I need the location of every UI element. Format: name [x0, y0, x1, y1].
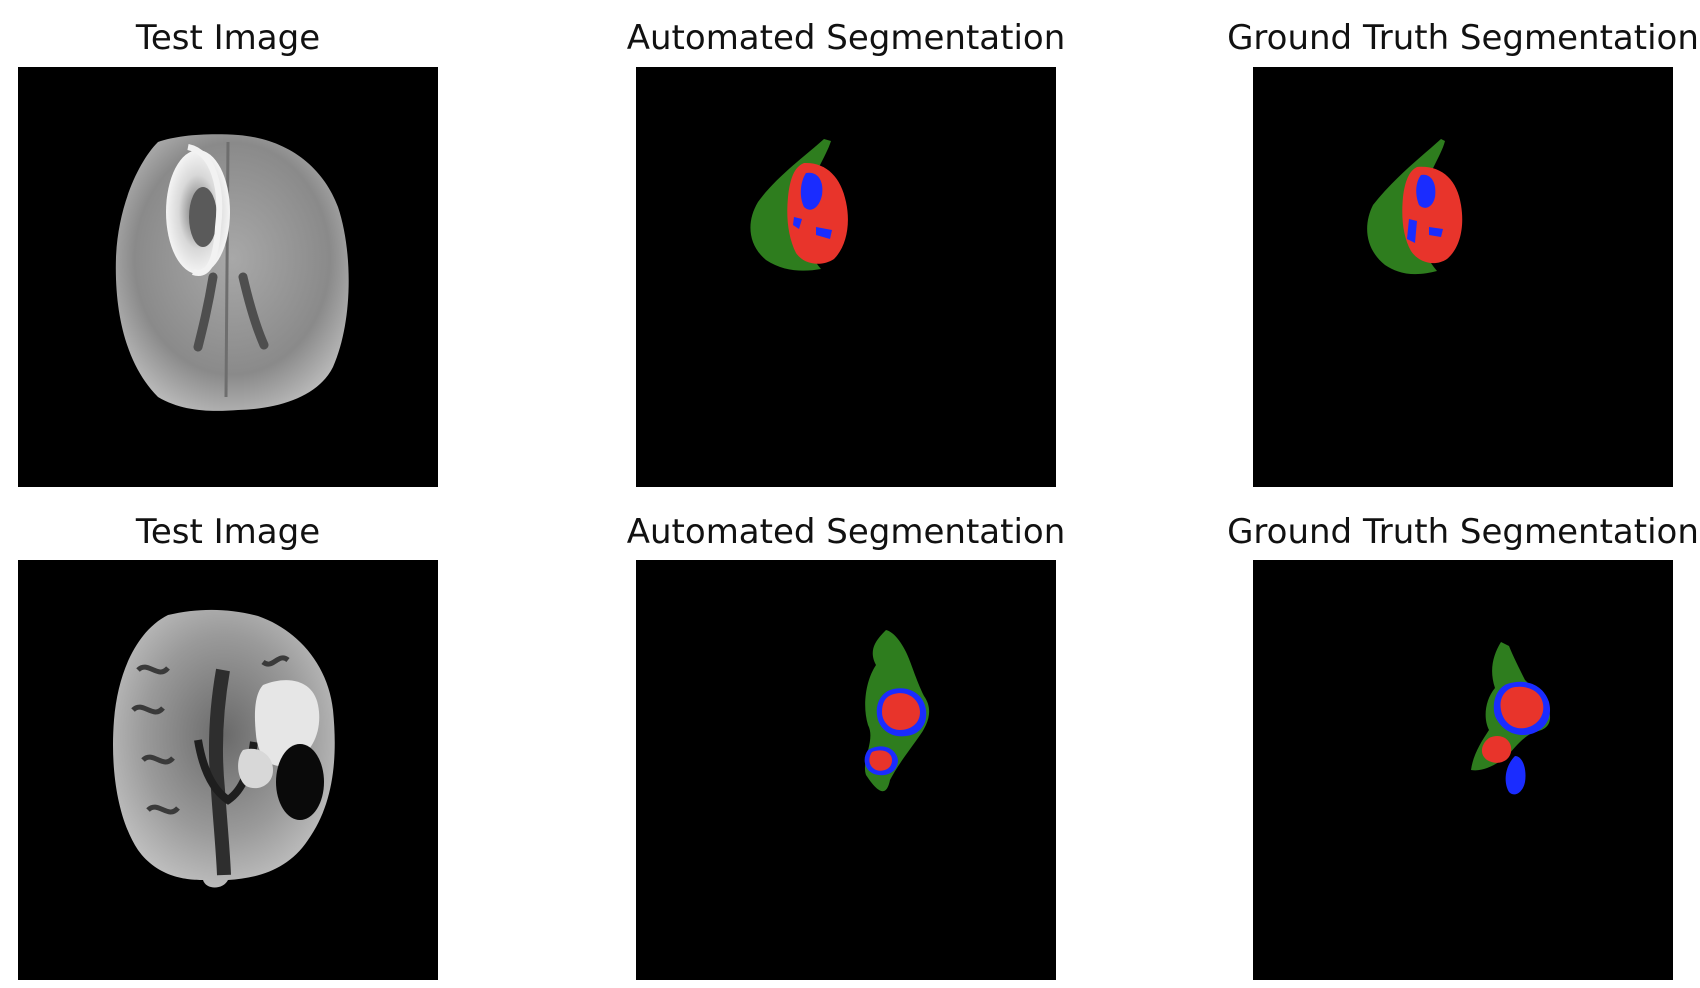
segmentation-mask-auto-2 [636, 560, 1056, 980]
row1-test-title: Test Image [135, 18, 321, 58]
row2-ground-truth-segmentation [1253, 560, 1673, 980]
row2-test-image [18, 560, 438, 980]
row1-gt-title: Ground Truth Segmentation [1227, 18, 1699, 58]
row1-test-image [18, 67, 438, 487]
brain-mri-image-1 [18, 67, 438, 487]
row2-gt-title: Ground Truth Segmentation [1227, 512, 1699, 552]
row1-ground-truth-segmentation [1253, 67, 1673, 487]
row1-auto-title: Automated Segmentation [626, 18, 1066, 58]
segmentation-mask-gt-2 [1253, 560, 1673, 980]
row1-automated-segmentation [636, 67, 1056, 487]
row2-auto-title: Automated Segmentation [626, 512, 1066, 552]
brain-mri-image-2 [18, 560, 438, 980]
segmentation-mask-auto-1 [636, 67, 1056, 487]
row2-automated-segmentation [636, 560, 1056, 980]
segmentation-mask-gt-1 [1253, 67, 1673, 487]
row2-test-title: Test Image [135, 512, 321, 552]
